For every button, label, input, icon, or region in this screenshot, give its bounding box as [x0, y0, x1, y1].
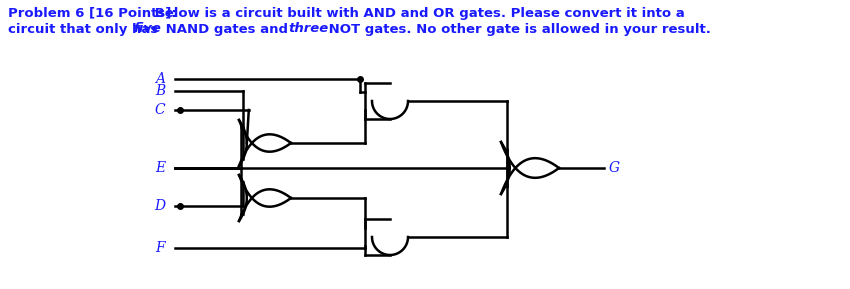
Text: NOT gates. No other gate is allowed in your result.: NOT gates. No other gate is allowed in y… [324, 23, 711, 36]
Text: B: B [155, 84, 165, 98]
Text: circuit that only has: circuit that only has [8, 23, 163, 36]
Text: F: F [156, 241, 165, 255]
Text: NAND gates and: NAND gates and [161, 23, 292, 36]
Text: Below is a circuit built with AND and OR gates. Please convert it into a: Below is a circuit built with AND and OR… [150, 6, 685, 19]
Text: A: A [155, 72, 165, 86]
Text: G: G [609, 161, 620, 175]
Text: Problem 6 [16 Points]:: Problem 6 [16 Points]: [8, 6, 177, 19]
Text: three: three [288, 23, 328, 36]
Text: C: C [155, 103, 165, 117]
Text: five: five [133, 23, 161, 36]
Text: D: D [154, 199, 165, 213]
Text: E: E [155, 161, 165, 175]
